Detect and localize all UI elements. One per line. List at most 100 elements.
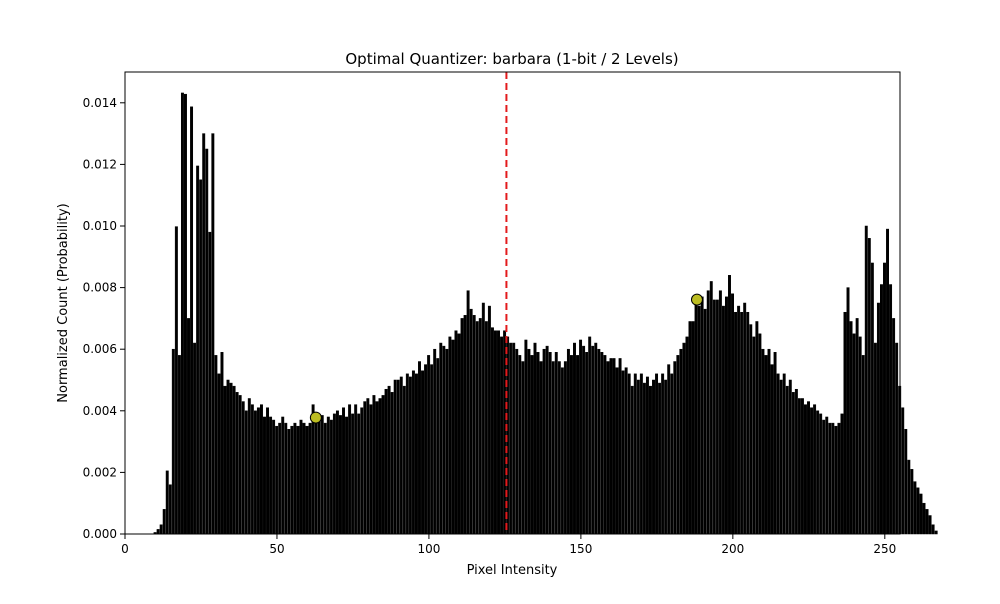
histogram-bar	[734, 311, 738, 535]
histogram-bar	[910, 469, 914, 535]
histogram-bar	[743, 302, 747, 535]
histogram-bar	[928, 515, 932, 535]
histogram-bar	[235, 392, 239, 535]
histogram-bar	[566, 348, 570, 535]
histogram-bar	[293, 422, 297, 535]
histogram-bar	[545, 345, 549, 535]
histogram-bar	[217, 373, 221, 535]
y-tick-label: 0.006	[83, 342, 117, 356]
histogram-bar	[688, 321, 692, 535]
histogram-bar	[676, 355, 680, 535]
histogram-bar	[281, 416, 285, 535]
histogram-bar	[430, 364, 434, 535]
histogram-bar	[776, 373, 780, 535]
histogram-bar	[384, 388, 388, 535]
histogram-bar	[794, 388, 798, 535]
histogram-bar	[563, 361, 567, 535]
histogram-bar	[758, 333, 762, 535]
histogram-bar	[238, 395, 242, 535]
histogram-bar	[800, 398, 804, 535]
histogram-bar	[761, 348, 765, 535]
histogram-bar	[852, 333, 856, 535]
histogram-bar	[320, 415, 324, 535]
histogram-bar	[317, 419, 321, 535]
histogram-bar	[393, 379, 397, 535]
histogram-bar	[804, 404, 807, 535]
histogram-bar	[269, 416, 273, 535]
histogram-bar	[433, 348, 437, 535]
histogram-bar	[314, 416, 318, 535]
histogram-bar	[494, 330, 497, 535]
histogram-bar	[229, 382, 233, 535]
histogram-bar	[652, 379, 655, 535]
x-axis-ticks: 0 50 100 150 200 250	[121, 534, 896, 556]
y-tick-label: 0.014	[83, 96, 117, 110]
level-markers	[309, 293, 703, 424]
histogram-bar	[557, 361, 561, 535]
histogram-bar	[621, 370, 625, 535]
histogram-bar	[518, 355, 522, 535]
histogram-bar	[810, 407, 814, 535]
y-axis-label: Normalized Count (Probability)	[56, 203, 71, 402]
y-tick-label: 0.010	[83, 219, 117, 233]
histogram-bar	[588, 336, 592, 535]
histogram-bar	[472, 315, 476, 535]
histogram-bar	[162, 509, 166, 535]
histogram-bar	[883, 262, 886, 535]
histogram-bar	[618, 358, 622, 535]
histogram-bar	[642, 382, 646, 535]
histogram-bar	[457, 333, 461, 535]
histogram-bar	[639, 373, 643, 535]
histogram-bar	[849, 321, 853, 535]
histogram-bar	[484, 321, 488, 535]
histogram-bar	[907, 459, 911, 535]
histogram-bar	[184, 93, 187, 535]
histogram-bar	[421, 370, 425, 535]
histogram-bar	[418, 361, 421, 535]
x-tick-label: 150	[569, 542, 592, 556]
x-tick-label: 50	[269, 542, 284, 556]
histogram-bar	[846, 287, 850, 535]
histogram-bar	[749, 324, 753, 535]
histogram-bar	[202, 133, 206, 535]
histogram-bar	[685, 336, 689, 535]
histogram-bar	[864, 225, 868, 535]
y-axis-ticks: 0.000 0.002 0.004 0.006 0.008 0.010 0.012 0.014	[83, 96, 125, 541]
histogram-bar	[272, 419, 276, 535]
x-tick-label: 0	[121, 542, 129, 556]
histogram-bar	[636, 379, 640, 535]
histogram-bar	[560, 367, 564, 535]
histogram-bar	[299, 419, 303, 535]
histogram-bar	[244, 410, 248, 535]
histogram-bar	[311, 404, 315, 535]
histogram-bar	[712, 299, 716, 535]
histogram-bar	[411, 370, 415, 535]
histogram-bar	[159, 524, 163, 535]
histogram-bar	[837, 422, 841, 535]
x-tick-label: 200	[721, 542, 744, 556]
histogram-bar	[630, 385, 634, 535]
histogram-bar	[387, 385, 391, 535]
histogram-bar	[512, 342, 516, 535]
histogram-bar	[478, 318, 482, 535]
histogram-bar	[427, 355, 431, 535]
histogram-bar	[867, 238, 871, 535]
histogram-bar	[579, 339, 583, 535]
histogram-bar	[715, 299, 719, 535]
histogram-bar	[855, 318, 859, 535]
histogram-bar	[551, 361, 555, 535]
histogram-bar	[767, 348, 771, 535]
histogram-bar	[490, 327, 494, 535]
histogram-bar	[448, 336, 452, 535]
y-tick-label: 0.002	[83, 465, 117, 479]
histogram-bar	[509, 342, 513, 535]
histogram-bar	[339, 415, 342, 535]
histogram-bar	[886, 228, 890, 535]
histogram-bar	[573, 342, 576, 535]
histogram-bar	[500, 336, 504, 535]
histogram-bar	[247, 398, 251, 535]
histogram-bar	[363, 401, 367, 535]
histogram-bar	[381, 395, 385, 535]
histogram-bar	[521, 361, 525, 535]
histogram-bar	[721, 305, 725, 535]
